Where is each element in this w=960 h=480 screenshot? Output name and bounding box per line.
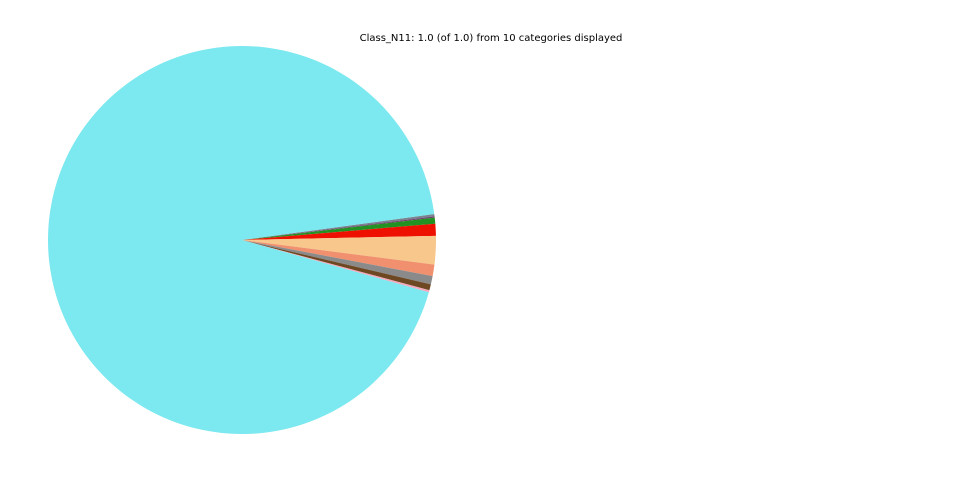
pie-chart-area [48,46,436,434]
slice-green [242,217,436,240]
slice-purple-sliver [242,216,435,240]
pie-chart [48,46,436,434]
slice-brown [242,240,431,291]
slice-salmon [242,240,435,277]
slice-gray [242,240,433,285]
slice-pink [242,240,430,293]
chart-title: Class_N11: 1.0 (of 1.0) from 10 categori… [359,33,623,44]
slice-slategray-sliver [242,214,435,240]
slice-cyan [48,46,435,434]
slice-red [242,223,436,240]
slice-peach [242,235,436,265]
